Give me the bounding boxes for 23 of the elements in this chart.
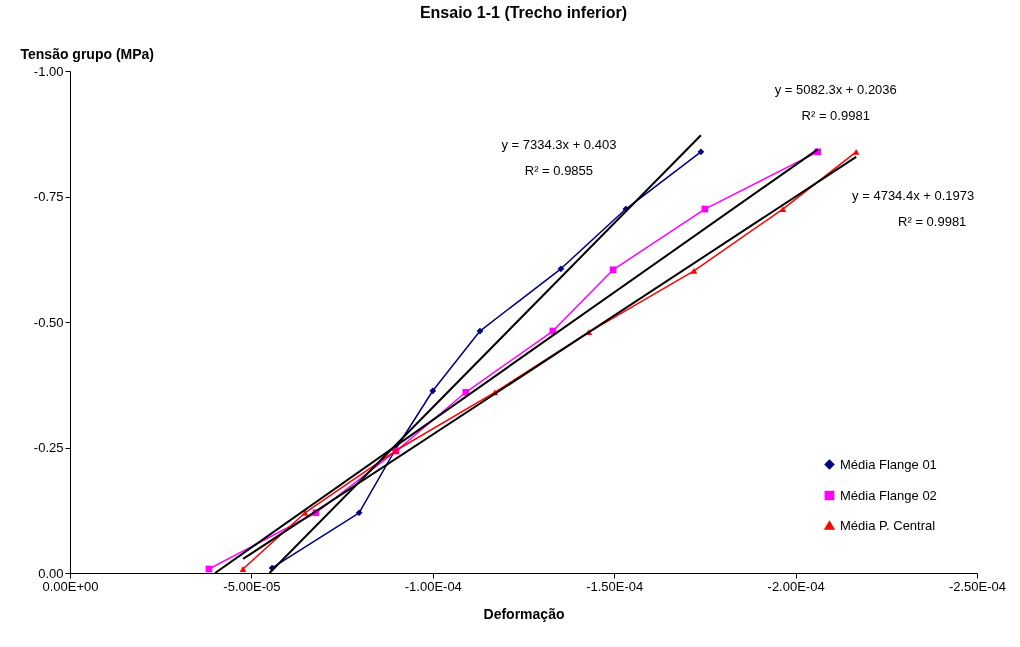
y-tick-label: -0.75 <box>33 189 64 204</box>
annotation: y = 4734.4x + 0.1973 <box>852 187 975 203</box>
y-tick-label: -0.50 <box>33 314 64 330</box>
legend-label: Média Flange 01 <box>840 456 937 472</box>
x-tick-label: 0.00E+00 <box>42 578 99 594</box>
x-axis-title: Deformação <box>483 605 565 622</box>
annotation: R² = 0.9855 <box>524 163 594 179</box>
chart-title: Ensaio 1-1 (Trecho inferior) <box>419 4 628 21</box>
legend-label: Média P. Central <box>840 517 936 533</box>
annotation: R² = 0.9981 <box>898 213 967 229</box>
y-tick-label: -1.00 <box>33 63 64 79</box>
y-tick-label: -0.25 <box>33 440 64 455</box>
x-tick-label: -1.50E-04 <box>586 578 644 594</box>
x-tick-label: -2.50E-04 <box>948 578 1007 594</box>
legend-label: Média Flange 02 <box>840 487 937 503</box>
x-tick-label: -1.00E-04 <box>404 578 462 594</box>
annotation: R² = 0.9981 <box>801 108 870 124</box>
x-tick-label: -5.00E-05 <box>223 578 281 594</box>
y-axis-title: Tensão grupo (MPa) <box>20 45 155 62</box>
annotation: y = 7334.3x + 0.403 <box>501 137 617 153</box>
annotation: y = 5082.3x + 0.2036 <box>774 82 897 98</box>
x-tick-label: -2.00E-04 <box>767 578 825 594</box>
y-tick-label: 0.00 <box>38 565 64 581</box>
